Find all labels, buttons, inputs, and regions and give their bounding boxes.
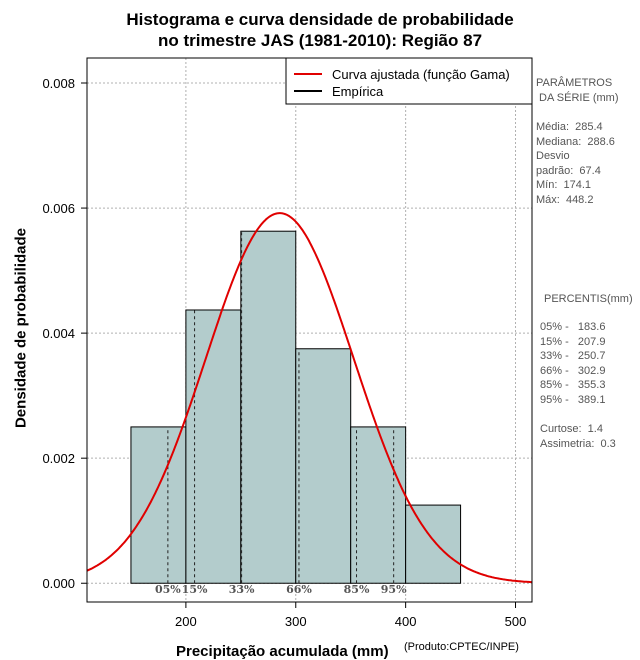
percentile-label: 85% xyxy=(344,583,370,596)
y-tick-label: 0.002 xyxy=(42,451,75,466)
fitted-gamma-curve xyxy=(86,212,532,584)
percentile-label: 66% xyxy=(286,583,312,596)
percentis-values: 05% - 183.6 15% - 207.9 33% - 250.7 66% … xyxy=(540,321,606,406)
stats-values: Média: 285.4 Mediana: 288.6 Desvio padrã… xyxy=(536,121,615,206)
y-tick-label: 0.006 xyxy=(42,201,75,216)
histogram-bar xyxy=(240,230,297,584)
percentile-label: 95% xyxy=(381,583,407,596)
x-axis-label: Precipitação acumulada (mm) xyxy=(176,643,389,660)
credit-text: (Produto:CPTEC/INPE) xyxy=(404,641,519,653)
histogram-bar xyxy=(295,348,352,584)
legend-label: Curva ajustada (função Gama) xyxy=(332,67,510,82)
histogram-bar xyxy=(130,426,187,584)
x-tick-label: 200 xyxy=(175,614,197,629)
y-tick-label: 0.000 xyxy=(42,576,75,591)
percentile-label: 33% xyxy=(229,583,255,596)
histogram-bar xyxy=(350,426,407,584)
histogram-bar xyxy=(185,309,242,584)
stats-header: PARÂMETROS DA SÉRIE (mm) xyxy=(536,77,619,104)
shape-values: Curtose: 1.4 Assimetria: 0.3 xyxy=(540,423,616,450)
y-tick-label: 0.004 xyxy=(42,326,75,341)
legend-label: Empírica xyxy=(332,84,384,99)
percentis-header: PERCENTIS(mm) xyxy=(544,293,633,305)
legend-box xyxy=(285,57,533,105)
x-tick-label: 400 xyxy=(395,614,417,629)
chart-subtitle: no trimestre JAS (1981-2010): Região 87 xyxy=(157,31,483,50)
x-tick-label: 500 xyxy=(505,614,527,629)
legend: Curva ajustada (função Gama) Empírica xyxy=(285,57,533,105)
percentile-label: 05% xyxy=(155,583,181,596)
x-tick-label: 300 xyxy=(285,614,307,629)
y-tick-label: 0.008 xyxy=(42,76,75,91)
chart-title: Histograma e curva densidade de probabil… xyxy=(126,10,514,29)
histogram-bar xyxy=(405,504,462,584)
percentile-label: 15% xyxy=(182,583,208,596)
